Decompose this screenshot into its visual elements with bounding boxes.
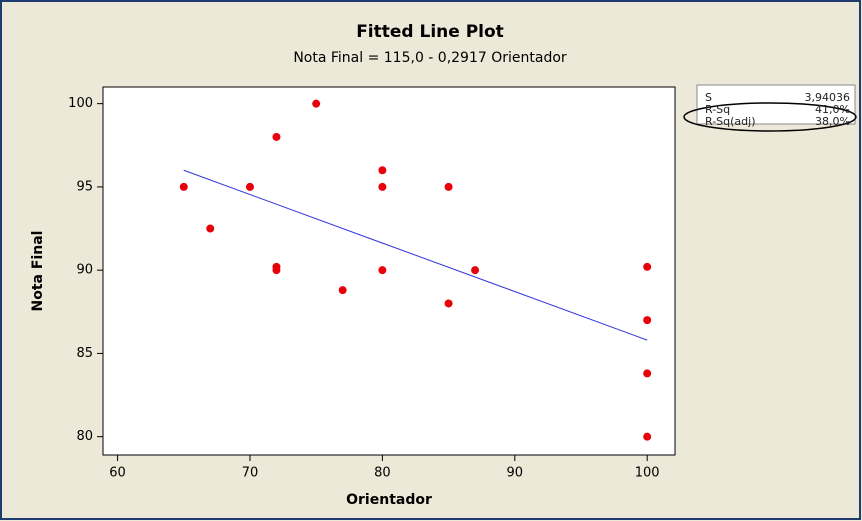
y-axis-label: Nota Final [30, 231, 46, 312]
y-tick-label: 95 [76, 179, 93, 194]
stat-label: R-Sq(adj) [705, 115, 756, 128]
x-axis-label: Orientador [346, 492, 432, 508]
stat-value: 3,94036 [805, 91, 851, 104]
fitted-line [183, 169, 648, 341]
chart-subtitle: Nota Final = 115,0 - 0,2917 Orientador [293, 50, 567, 66]
x-tick-label: 80 [374, 466, 391, 481]
stat-value: 38,0% [815, 115, 850, 128]
stat-label: R-Sq [705, 103, 730, 116]
data-point [643, 262, 652, 271]
data-point [643, 369, 652, 378]
data-point [378, 266, 387, 275]
data-point [643, 432, 652, 441]
data-point [272, 132, 281, 141]
x-tick-label: 90 [507, 466, 524, 481]
y-tick-label: 90 [76, 263, 93, 278]
data-point [378, 166, 387, 175]
x-tick-label: 100 [635, 466, 660, 481]
stat-label: S [705, 91, 712, 104]
plot-area [102, 86, 676, 456]
x-tick-label: 60 [109, 466, 126, 481]
highlight-ellipse [683, 102, 857, 132]
data-point [378, 182, 387, 191]
data-point [312, 99, 321, 108]
y-tick-label: 100 [68, 96, 93, 111]
data-point [338, 286, 347, 295]
y-tick-label: 80 [76, 429, 93, 444]
chart-title: Fitted Line Plot [356, 22, 504, 42]
data-point [444, 182, 453, 191]
x-tick-label: 70 [242, 466, 259, 481]
stat-value: 41,0% [815, 103, 850, 116]
data-point [245, 182, 254, 191]
data-point [471, 266, 480, 275]
data-point [179, 182, 188, 191]
data-point [206, 224, 215, 233]
data-point [643, 316, 652, 325]
data-point [272, 266, 281, 275]
data-point [444, 299, 453, 308]
y-tick-label: 85 [76, 346, 93, 361]
